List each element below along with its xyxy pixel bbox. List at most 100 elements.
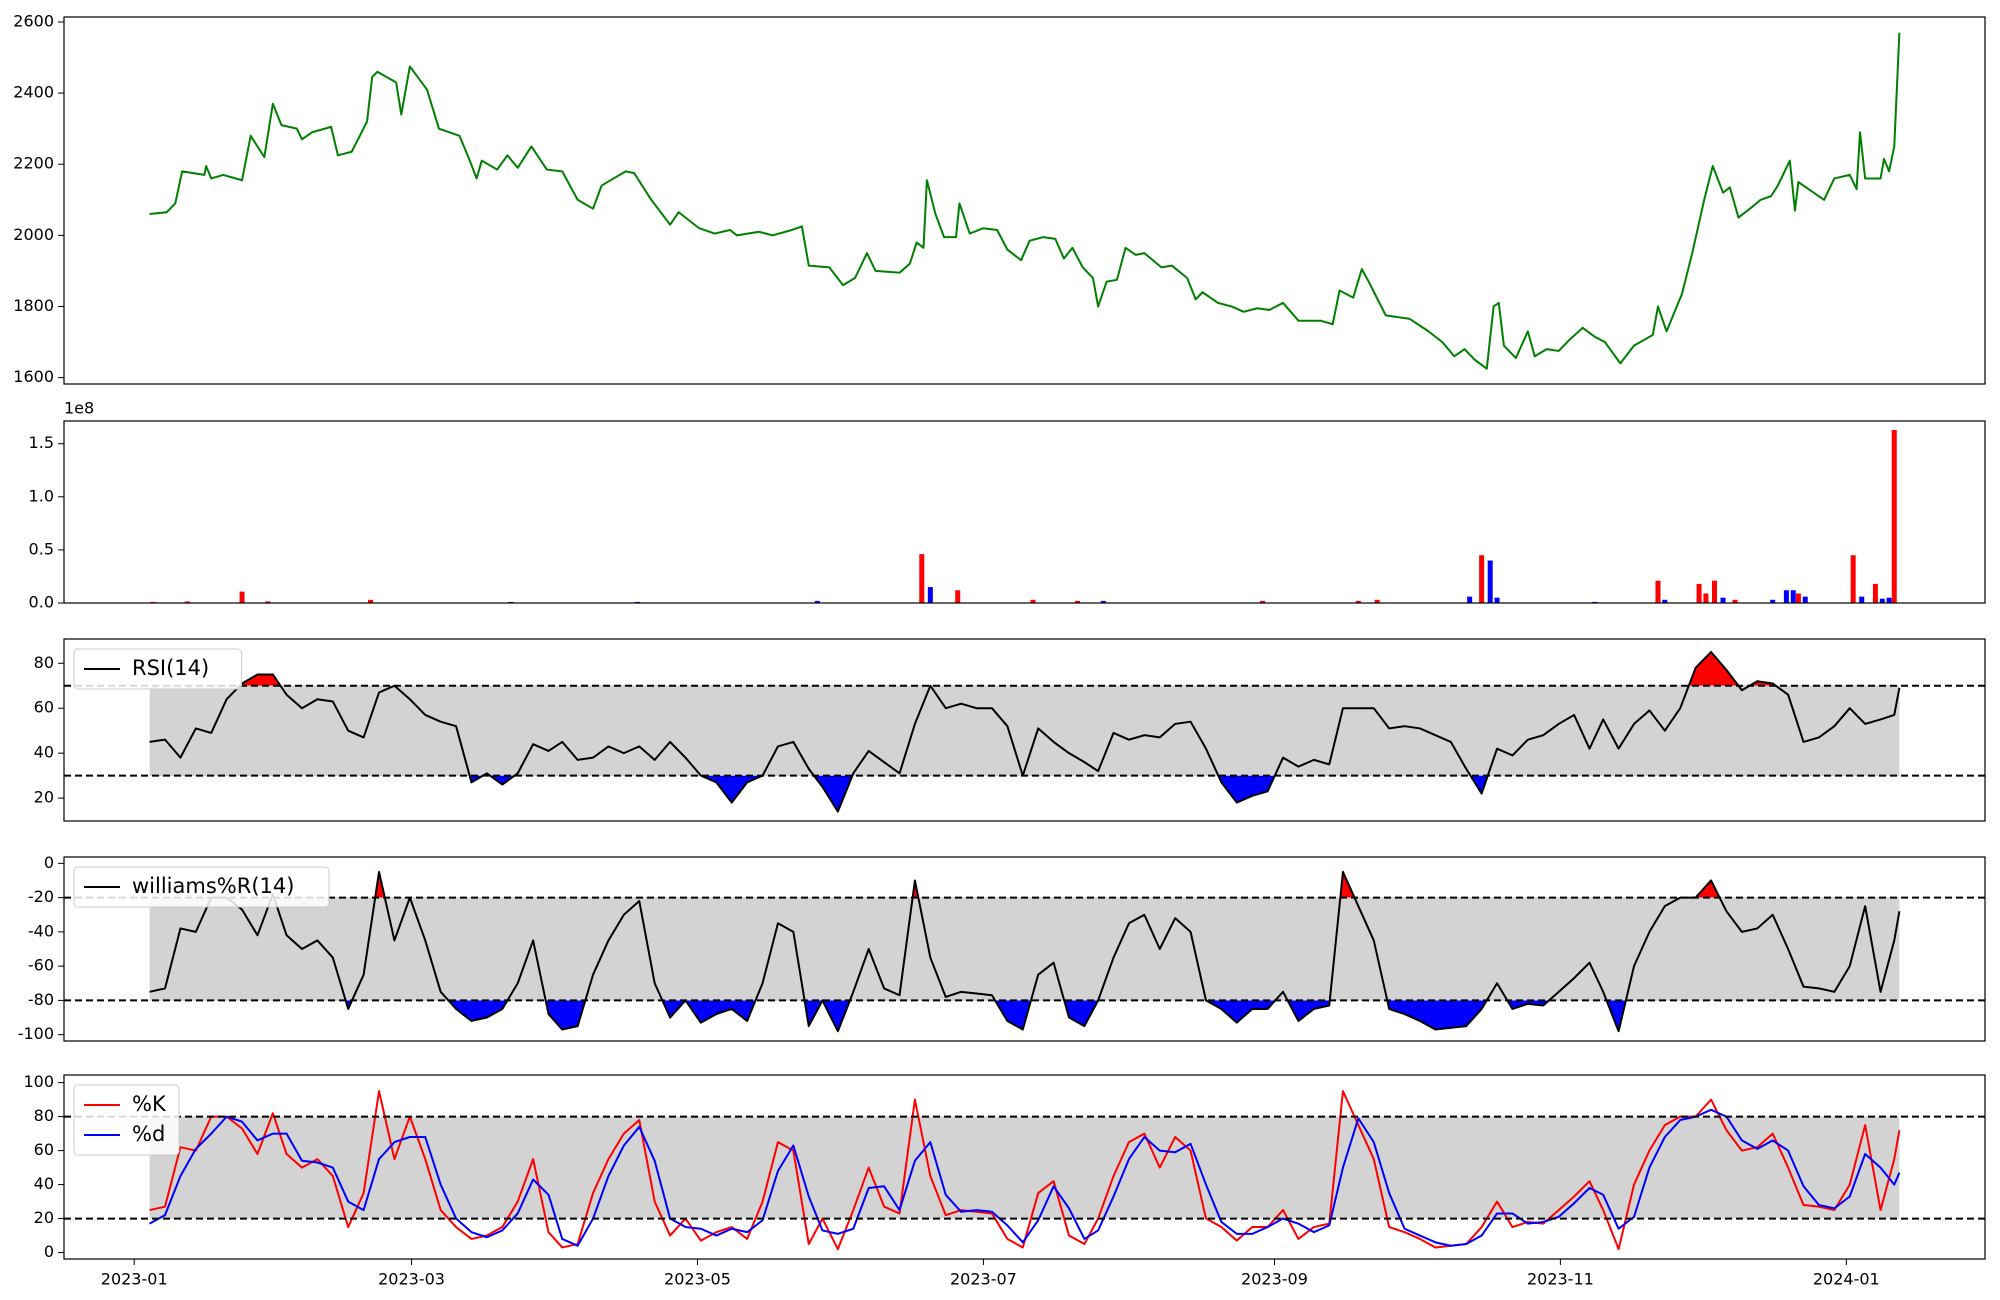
y-tick-label: -20 [28,887,54,906]
y-tick-label: 1.0 [29,486,54,505]
volume-bar [1259,600,1265,603]
volume-bar [1100,600,1106,603]
y-tick-label: 20 [34,1208,54,1227]
y-tick-label: 80 [34,1106,54,1125]
y-tick-label: 40 [34,1174,54,1193]
legend-box [73,866,330,908]
plot-background [64,421,1985,603]
neutral-band [149,685,1900,776]
volume-bar [1783,590,1789,603]
data-line [149,1108,1901,1247]
y-tick-label: 100 [23,1072,54,1091]
volume-bar [1770,599,1776,603]
volume-bar [1662,599,1668,603]
y-tick-label: 80 [34,653,54,672]
x-tick-label: 2023-11 [1527,1270,1594,1289]
volume-bar [1075,600,1081,603]
neutral-band [149,897,1900,1001]
legend: %K %d [73,1084,180,1156]
x-tick-label: 2023-03 [378,1270,445,1289]
y-tick-label: 2000 [13,225,54,244]
y-tick-label: 0.5 [29,539,54,558]
x-tick-label: 2023-01 [101,1270,168,1289]
volume-bar [1467,596,1473,603]
volume-bar [1886,597,1892,603]
y-tick-label: -40 [28,921,54,940]
volume-bar [1802,596,1808,603]
volume-bar [1732,599,1738,603]
data-line [149,870,1901,1033]
x-tick-label: 2024-01 [1813,1270,1880,1289]
y-tick-label: 1800 [13,296,54,315]
y-tick-label: 2600 [13,11,54,30]
volume-bar [1711,580,1717,603]
y-tick-label: 40 [34,743,54,762]
legend-label: williams%R(14) [132,874,294,898]
volume-bar [1790,590,1796,603]
volume-bar [1030,599,1036,603]
volume-bar [1487,560,1493,603]
legend-label: RSI(14) [132,656,209,680]
data-line [149,1090,1901,1251]
y-tick-label: 1.5 [29,433,54,452]
oversold-fill [469,775,1488,812]
volume-bar [1355,600,1361,603]
plot-frame [63,638,1986,822]
plot-frame [63,856,1986,1042]
volume-bar [814,600,820,603]
volume-bar [1479,555,1485,603]
legend-label: %K [132,1092,167,1116]
volume-bar [1850,555,1856,603]
legend: RSI(14) [73,648,242,690]
plot-background [64,17,1985,384]
volume-bar [1859,596,1865,603]
y-tick-label: -60 [28,956,54,975]
y-tick-label: 0.0 [29,593,54,612]
y-tick-label: 0 [44,1242,54,1261]
y-tick-label: 0 [44,853,54,872]
plot-frame [63,16,1986,385]
volume-bar [955,590,961,603]
data-line [149,651,1901,813]
y-tick-label: 60 [34,698,54,717]
volume-bar [919,554,925,603]
oversold-fill [149,1000,1900,1032]
axis-offset-label: 1e8 [64,399,94,418]
y-tick-label: -100 [18,1024,54,1043]
x-tick-label: 2023-07 [950,1270,1017,1289]
legend-box [73,1084,180,1156]
x-tick-label: 2023-05 [664,1270,731,1289]
x-tick-label: 2023-09 [1241,1270,1308,1289]
plot-frame [63,420,1986,604]
volume-bar [1703,593,1709,603]
volume-bar [1891,429,1897,603]
volume-bar [239,591,245,603]
volume-bar [1872,583,1878,603]
legend: williams%R(14) [73,866,330,908]
plot-frame [63,1074,1986,1260]
volume-bar [1696,583,1702,603]
volume-bar [265,601,271,603]
volume-bar [184,601,190,603]
volume-bar [1879,598,1885,603]
volume-bar [1795,593,1801,603]
y-tick-label: 60 [34,1140,54,1159]
y-tick-label: 20 [34,788,54,807]
volume-bar [1494,597,1500,603]
volume-bar [1374,599,1380,603]
legend-label: %d [132,1122,165,1146]
volume-bar [1655,580,1661,603]
y-tick-label: 1600 [13,367,54,386]
y-tick-label: 2400 [13,83,54,102]
volume-bar [367,599,373,603]
legend-box [73,648,242,690]
y-tick-label: -80 [28,990,54,1009]
y-tick-label: 2200 [13,154,54,173]
data-line [149,32,1901,370]
volume-bar [927,587,933,603]
neutral-band [149,1116,1900,1219]
volume-bar [1720,597,1726,603]
